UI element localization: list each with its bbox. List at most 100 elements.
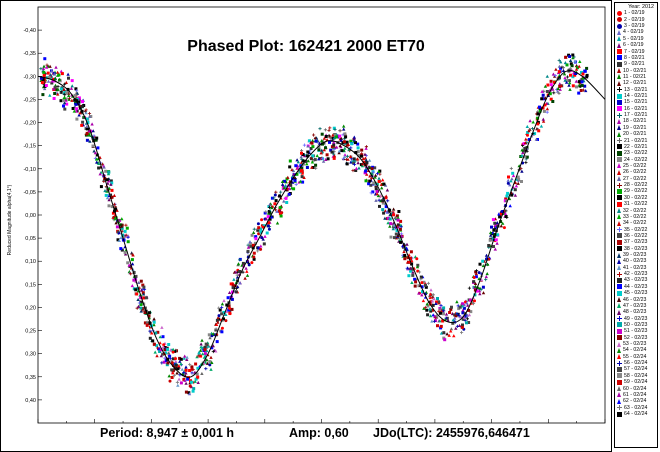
data-point [369,191,373,195]
data-point [365,167,369,170]
data-point [410,280,414,284]
legend-marker [617,68,621,74]
data-point [165,363,169,367]
data-point [478,262,482,266]
legend-label: 31 - 02/22 [624,201,648,208]
data-point [540,89,544,93]
data-point [243,276,247,280]
data-point [176,383,180,387]
data-point [467,321,471,324]
data-point [461,311,465,315]
data-point [105,196,110,200]
legend-label: 56 - 02/24 [624,360,648,367]
data-point [63,82,67,86]
data-point [310,160,315,164]
data-point [86,127,89,131]
data-point [538,105,541,109]
data-point [322,148,326,152]
data-point [495,241,499,245]
data-point [421,290,424,294]
data-point [467,308,471,312]
data-point [462,315,467,319]
data-point [179,362,183,366]
data-point [467,286,471,290]
data-point [367,158,372,162]
data-point [506,191,510,195]
data-point [524,137,528,141]
data-point [278,206,282,210]
data-point [494,238,498,242]
data-point [220,326,224,330]
data-point [305,166,309,169]
data-point [167,343,171,346]
data-point [471,302,476,306]
data-point [172,364,176,367]
data-point [52,77,55,81]
data-point [203,352,207,356]
data-point [208,363,212,367]
data-point [215,340,219,344]
legend-entry: 26 - 02/22 [617,169,656,175]
data-point [436,324,439,328]
legend-entry: 33 - 02/22 [617,214,656,220]
legend-entry: 45 - 02/23 [617,290,656,296]
data-point [187,392,192,396]
data-point [300,171,304,175]
data-point [261,237,265,241]
legend-label: 7 - 02/19 [624,48,645,55]
data-point [475,269,479,273]
data-point [160,361,164,365]
data-point [526,131,530,134]
data-point [252,251,256,255]
data-point [554,67,558,71]
data-point [131,267,135,271]
data-point [528,119,532,123]
data-point [278,194,282,198]
data-point [135,306,139,310]
legend-label: 18 - 02/21 [623,118,647,125]
data-point [318,141,322,145]
data-point [160,325,164,329]
data-point [241,261,245,265]
data-point [225,309,229,313]
data-point [168,379,172,383]
data-point [382,211,386,215]
legend-marker [617,322,622,328]
data-point [574,67,579,71]
legend-entry: 8 - 02/21 [617,55,656,61]
data-point [520,169,524,173]
legend-marker [617,297,621,303]
data-point [386,199,390,203]
data-point [372,181,376,185]
data-point [409,250,413,254]
data-point [444,312,449,316]
data-point [341,141,345,145]
data-point [203,345,207,349]
data-point [373,175,377,179]
data-point [123,229,127,233]
data-point [448,311,452,314]
data-point [241,270,245,274]
data-point [378,204,381,208]
data-point [492,245,495,248]
data-point [162,360,166,364]
legend-label: 37 - 02/23 [624,239,648,246]
data-point [413,284,417,288]
data-point [56,85,60,89]
data-point [197,352,201,356]
data-point [490,225,493,229]
data-point [433,319,437,323]
legend-label: 27 - 02/22 [623,175,647,182]
data-point [303,154,307,158]
data-point [428,292,433,296]
legend-label: 62 - 02/24 [623,398,647,405]
fit-curve-line [37,69,606,378]
data-point [498,215,502,219]
data-point [577,91,581,95]
data-point [367,166,371,170]
data-point [332,152,336,156]
data-point [188,384,192,388]
legend-marker [617,392,621,398]
data-point [564,55,568,59]
data-point [273,193,277,197]
